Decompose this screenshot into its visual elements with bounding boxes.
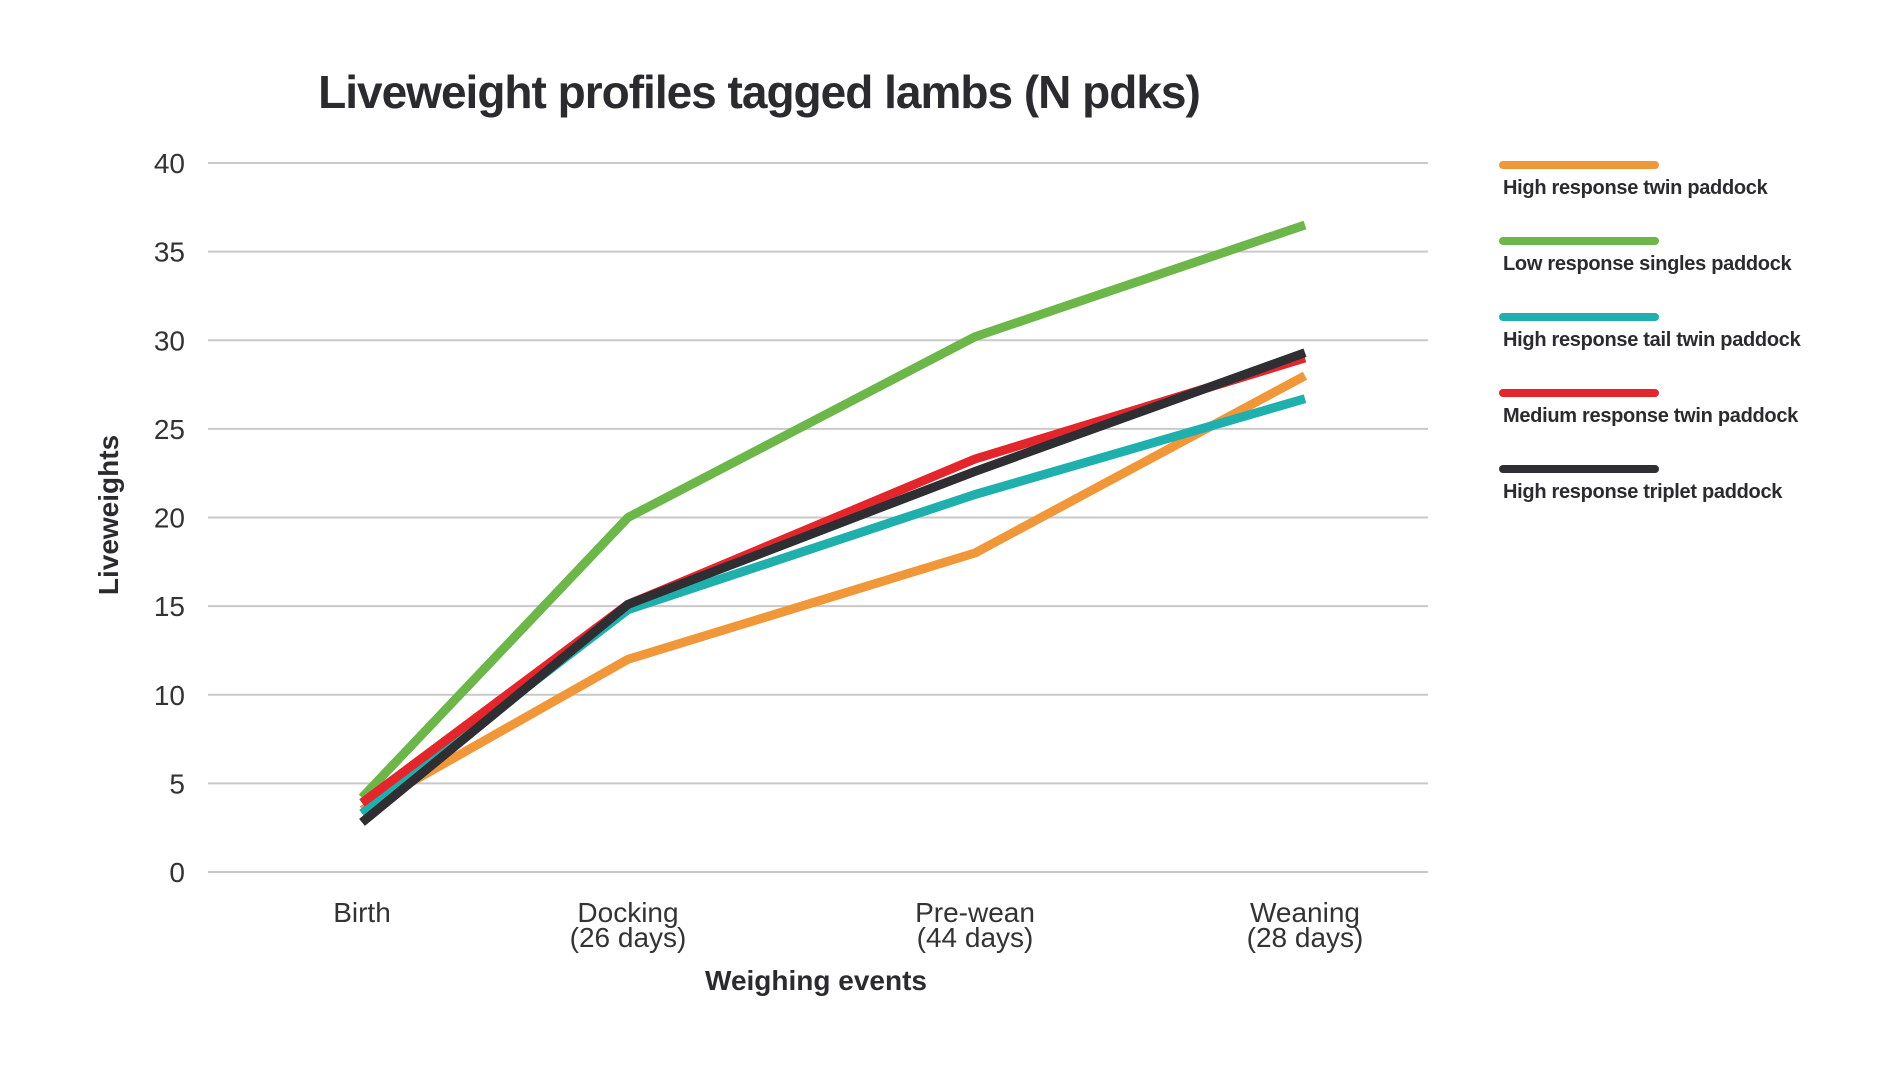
legend-label: High response triplet paddock <box>1503 481 1783 503</box>
y-tick-label: 25 <box>154 414 185 445</box>
x-tick-label: Birth <box>333 897 391 928</box>
series-lines <box>358 220 1308 826</box>
y-tick-label: 40 <box>154 148 185 179</box>
y-tick-label: 20 <box>154 503 185 534</box>
x-tick-label: Weaning (28 days) <box>1247 897 1364 953</box>
legend-label: High response tail twin paddock <box>1503 329 1802 351</box>
y-tick-label: 35 <box>154 237 185 268</box>
x-axis-label: Weighing events <box>705 965 927 996</box>
y-tick-label: 15 <box>154 591 185 622</box>
legend-label: Medium response twin paddock <box>1503 405 1799 427</box>
legend: High response twin paddock Low response s… <box>1499 161 1802 503</box>
series-line-1 <box>358 220 1307 801</box>
series-line-4 <box>359 348 1307 826</box>
y-tick-label: 5 <box>169 768 185 799</box>
y-tick-label: 0 <box>169 857 185 888</box>
y-tick-label: 30 <box>154 325 185 356</box>
x-tick-label: Pre-wean (44 days) <box>915 897 1035 953</box>
legend-label: High response twin paddock <box>1503 177 1769 199</box>
legend-label: Low response singles paddock <box>1503 253 1793 275</box>
y-axis-label: Liveweights <box>93 435 124 595</box>
y-tick-label: 10 <box>154 680 185 711</box>
series-line-0 <box>359 371 1308 814</box>
x-axis-ticks: Birth Docking (26 days) Pre-wean (44 days) We… <box>333 897 1363 953</box>
series-line-3 <box>359 353 1307 807</box>
x-tick-label: Docking (26 days) <box>570 897 687 953</box>
chart-title: Liveweight profiles tagged lambs (N pdks… <box>318 66 1200 118</box>
y-axis-ticks: 0 5 10 15 20 25 30 35 40 <box>154 148 185 888</box>
